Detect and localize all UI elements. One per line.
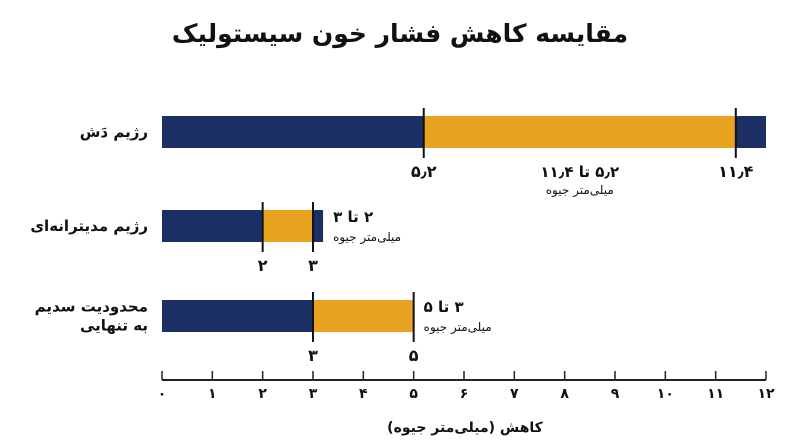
category-label: به تنهایی <box>80 317 148 335</box>
bar-range <box>313 300 414 332</box>
range-annotation: ۳ تا ۵ <box>424 298 464 316</box>
x-tick-label: ۹ <box>611 386 620 402</box>
range-annotation: ۵٫۲ تا ۱۱٫۴ <box>540 163 619 181</box>
bar-range <box>423 116 736 148</box>
bar-group-1: رژیم مدیترانه‌ای ۲ ۳ ۲ تا ۳ میلی‌متر جیوه <box>30 202 401 275</box>
range-unit-text: میلی‌متر جیوه <box>333 230 401 245</box>
x-tick-label: ۵ <box>409 386 418 402</box>
range-unit-text: میلی‌متر جیوه <box>424 320 492 335</box>
category-label: رژیم دَش <box>80 123 148 141</box>
x-axis-label: کاهش (میلی‌متر جیوه) <box>387 420 543 436</box>
x-tick-label: ۱ <box>208 386 217 402</box>
x-tick-label: ۳ <box>309 386 318 402</box>
x-tick-label: ۴ <box>359 386 368 402</box>
x-tick-label: ۱۰ <box>657 386 674 402</box>
x-axis: ۰ ۱ ۲ ۳ ۴ ۵ ۶ ۷ ۸ ۹ ۱۰ ۱۱ ۱۲ <box>158 371 775 402</box>
x-tick-label: ۲ <box>258 386 267 402</box>
x-tick-label: ۱۱ <box>707 386 724 402</box>
marker-label-high: ۵ <box>409 346 419 365</box>
range-annotation: ۲ تا ۳ <box>333 208 373 226</box>
x-tick-label: ۷ <box>510 386 519 402</box>
x-tick-label: ۱۲ <box>757 386 775 402</box>
bar-group-0: رژیم دَش ۵٫۲ ۱۱٫۴ ۵٫۲ تا ۱۱٫۴ میلی‌متر جیوه <box>80 108 766 198</box>
category-label: محدودیت سدیم <box>35 298 148 316</box>
x-tick-label: ۸ <box>560 386 569 402</box>
chart-title: مقایسه کاهش فشار خون سیستولیک <box>172 19 628 49</box>
marker-label-low: ۳ <box>308 346 318 365</box>
x-tick-label: ۶ <box>460 386 469 402</box>
x-tick-label: ۰ <box>158 386 167 402</box>
marker-label-low: ۲ <box>258 256 268 275</box>
marker-label-high: ۱۱٫۴ <box>718 162 754 181</box>
bar-range <box>262 210 313 242</box>
marker-label-high: ۳ <box>308 256 318 275</box>
marker-label-low: ۵٫۲ <box>411 162 437 181</box>
range-unit-text: میلی‌متر جیوه <box>546 183 614 198</box>
category-label: رژیم مدیترانه‌ای <box>30 217 148 235</box>
